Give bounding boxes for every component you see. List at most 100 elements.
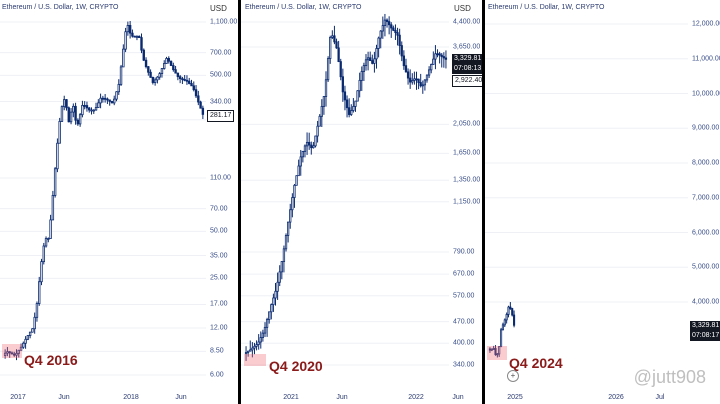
candle-body	[6, 351, 9, 354]
watermark: @jutt908	[633, 367, 706, 387]
candle-body	[131, 32, 134, 37]
candle-body	[398, 34, 401, 46]
candle-body	[425, 74, 429, 81]
candle-body	[358, 79, 361, 92]
candle-body	[8, 351, 11, 354]
candle-body	[488, 348, 491, 351]
candle-body	[432, 58, 435, 65]
candle-body	[383, 19, 387, 26]
candle-body	[400, 45, 403, 57]
x-tick-label: Jun	[175, 394, 187, 401]
candle-body	[88, 107, 91, 111]
candle-body	[194, 89, 198, 97]
candle-body	[135, 35, 139, 38]
candle-body	[51, 195, 55, 221]
candle-body	[133, 35, 136, 38]
candle-body	[174, 69, 177, 74]
price-tag: 3,329.81	[452, 54, 482, 64]
price-tag: 2,922.40	[452, 75, 482, 87]
candle-body	[108, 99, 111, 102]
candle-body	[509, 306, 512, 309]
panel-divider	[482, 0, 485, 404]
candle-body	[440, 54, 443, 57]
candle-body	[312, 145, 315, 149]
y-tick-label: 570.00	[453, 292, 475, 300]
x-tick-label: 2017	[10, 394, 26, 401]
y-tick-label: 6,000.00	[692, 229, 720, 236]
x-tick-label: Jun	[336, 394, 348, 401]
candle-body	[165, 58, 168, 64]
candle-body	[178, 76, 182, 80]
axis-unit: USD	[210, 4, 227, 13]
candle-body	[94, 107, 98, 111]
candle-body	[17, 349, 20, 354]
candle-body	[33, 316, 36, 330]
candle-body	[244, 352, 248, 355]
candle-body	[371, 60, 374, 64]
y-tick-label: 5,000.00	[692, 263, 720, 271]
candle-body	[58, 120, 61, 144]
price-tag: 281.17	[207, 110, 235, 122]
candle-body	[44, 238, 48, 247]
y-tick-label: 700.00	[210, 49, 232, 57]
candle-body	[387, 21, 391, 26]
candle-body	[337, 47, 340, 62]
candle-body	[438, 53, 441, 56]
candle-body	[181, 78, 184, 81]
candle-body	[324, 79, 328, 97]
candle-body	[314, 135, 317, 147]
candle-body	[119, 66, 123, 85]
candle-body	[421, 84, 424, 87]
candle-body	[197, 95, 200, 103]
candle-body	[85, 105, 89, 109]
candle-body	[35, 303, 39, 318]
x-tick-label: 2018	[123, 394, 139, 401]
candle-body	[115, 91, 118, 100]
candle-body	[167, 58, 170, 62]
y-tick-label: 12.00	[210, 324, 228, 332]
y-tick-label: 6.00	[210, 371, 224, 379]
candle-body	[348, 107, 351, 115]
candle-body	[430, 64, 433, 71]
y-tick-label: 2,050.00	[453, 120, 481, 128]
candle-body	[293, 184, 296, 198]
candle-body	[169, 60, 173, 66]
period-annotation: Q4 2024	[509, 355, 563, 371]
candle-body	[390, 24, 393, 29]
candle-body	[190, 83, 193, 87]
candle-body	[496, 353, 499, 356]
candle-body	[333, 35, 336, 43]
candle-body	[406, 71, 410, 79]
candle-body	[394, 29, 397, 33]
candle-body	[354, 100, 357, 107]
candle-body	[276, 281, 279, 292]
candle-body	[172, 65, 175, 71]
highlight-box	[2, 344, 22, 358]
candle-body	[270, 304, 273, 313]
candle-body	[282, 248, 286, 262]
candle-body	[498, 346, 501, 355]
add-icon[interactable]: +	[507, 370, 519, 382]
candle-body	[103, 97, 107, 100]
candle-body	[339, 61, 342, 78]
candle-body	[326, 58, 330, 81]
candle-body	[10, 352, 14, 355]
candle-body	[138, 35, 141, 38]
candle-body	[151, 76, 155, 83]
y-tick-label: 1,650.00	[453, 149, 481, 157]
candle-body	[490, 348, 493, 351]
candle-body	[423, 79, 427, 86]
candle-body	[24, 338, 27, 344]
candle-body	[434, 53, 437, 60]
candle-body	[501, 324, 504, 331]
chart-title: Ethereum / U.S. Dollar, 1W, CRYPTO	[245, 4, 362, 11]
candle-body	[110, 101, 114, 104]
candle-body	[278, 271, 281, 283]
candle-body	[492, 348, 495, 350]
y-tick-label: 790.00	[453, 248, 475, 256]
candle-body	[253, 345, 256, 349]
y-tick-label: 340.00	[453, 361, 475, 369]
candle-body	[13, 353, 16, 356]
y-tick-label: 670.00	[453, 270, 475, 278]
candle-body	[274, 290, 277, 299]
